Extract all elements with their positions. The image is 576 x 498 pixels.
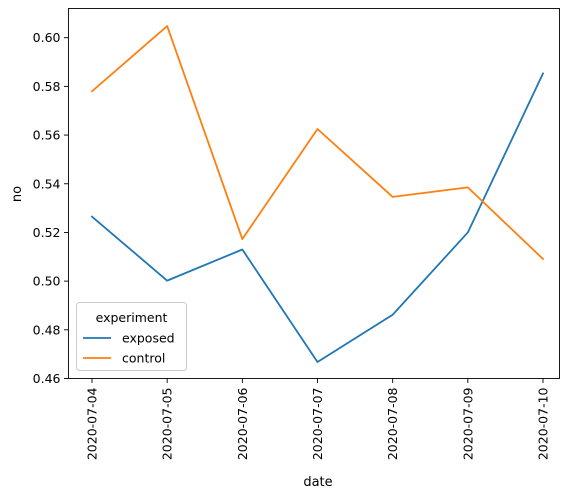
x-axis-label: date: [303, 475, 332, 490]
x-tick-label: 2020-07-09: [460, 387, 475, 460]
x-tick-label: 2020-07-08: [385, 387, 400, 460]
series-line-exposed: [90, 72, 545, 363]
y-axis: 0.46 0.48 0.50 0.52 0.54 0.56 0.58 0.60: [33, 30, 69, 386]
legend: experiment exposed control: [76, 302, 187, 371]
legend-frame: [76, 302, 187, 371]
x-tick-label: 2020-07-07: [310, 388, 325, 461]
y-tick-label: 0.52: [33, 225, 61, 240]
y-tick-label: 0.48: [33, 322, 61, 337]
y-tick-label: 0.56: [33, 128, 61, 143]
y-tick-label: 0.50: [33, 274, 61, 289]
legend-title: experiment: [96, 310, 168, 325]
legend-label-exposed: exposed: [122, 331, 175, 346]
y-axis-label: no: [10, 186, 25, 202]
y-tick-label: 0.54: [33, 176, 61, 191]
legend-label-control: control: [122, 351, 165, 366]
x-tick-label: 2020-07-06: [235, 387, 250, 460]
x-axis: 2020-07-04 2020-07-05 2020-07-06 2020-07-07…: [85, 378, 551, 461]
series-lines: [90, 25, 545, 363]
y-tick-label: 0.58: [33, 79, 61, 94]
x-tick-label: 2020-07-05: [160, 388, 175, 461]
x-tick-label: 2020-07-04: [85, 387, 100, 460]
y-tick-label: 0.46: [33, 371, 61, 386]
y-tick-label: 0.60: [33, 30, 61, 45]
x-tick-label: 2020-07-10: [536, 387, 551, 460]
series-line-control: [90, 25, 545, 261]
